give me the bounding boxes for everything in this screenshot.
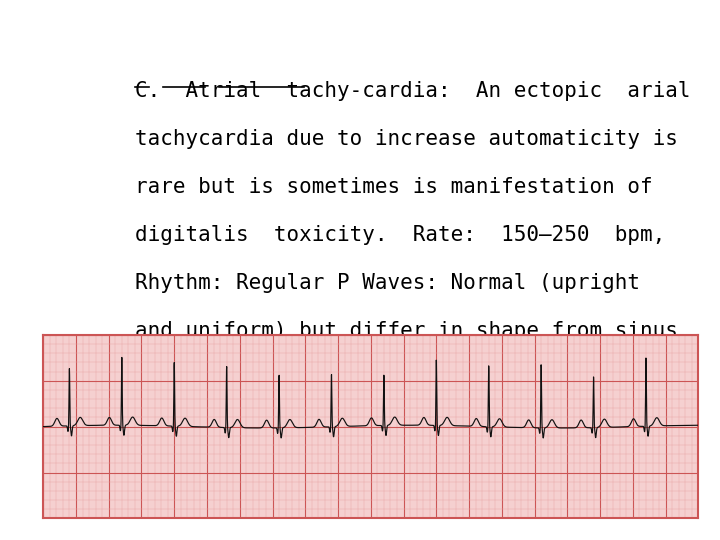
Text: and uniform) but differ in shape from sinus: and uniform) but differ in shape from si…: [135, 321, 678, 341]
Text: digitalis  toxicity.  Rate:  150–250  bpm,: digitalis toxicity. Rate: 150–250 bpm,: [135, 225, 665, 245]
Text: rare but is sometimes is manifestation of: rare but is sometimes is manifestation o…: [135, 177, 652, 197]
Text: Rhythm: Regular P Waves: Normal (upright: Rhythm: Regular P Waves: Normal (upright: [135, 273, 639, 293]
Text: tachycardia due to increase automaticity is: tachycardia due to increase automaticity…: [135, 129, 678, 149]
Text: C.  Atrial  tachy-cardia:  An ectopic  arial: C. Atrial tachy-cardia: An ectopic arial: [135, 82, 690, 102]
Text: P waves: P waves: [135, 368, 223, 388]
